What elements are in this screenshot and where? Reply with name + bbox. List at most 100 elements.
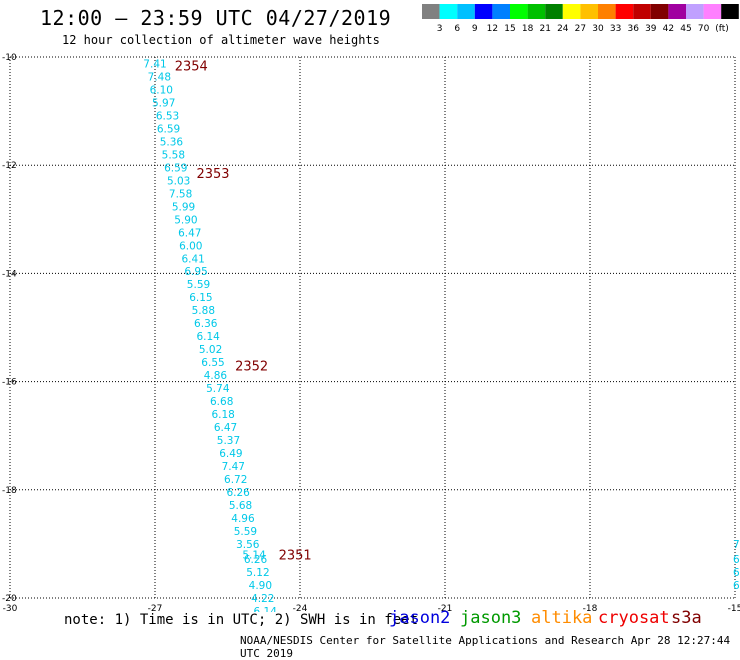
color-swatch [474, 4, 493, 19]
wave-height-value: 5.58 [162, 149, 185, 161]
wave-height-value: 3.56 [236, 539, 260, 551]
wave-height-value: 7.41 [143, 58, 166, 70]
color-swatch [510, 4, 528, 19]
longitude-label: -21 [438, 604, 453, 612]
color-scale-label: 12 [487, 24, 498, 34]
wave-height-value: 5.36 [160, 136, 184, 148]
wave-height-value-edge: 6. [733, 580, 740, 592]
color-scale-label: 30 [592, 24, 604, 34]
latitude-label: -20 [2, 594, 17, 604]
wave-height-value: 5.03 [167, 175, 190, 187]
pass-time-label: 2352 [235, 359, 268, 374]
legend-entry-jason2: jason2 [389, 608, 451, 628]
color-swatch [439, 4, 458, 19]
color-swatch [721, 4, 739, 19]
longitude-label: -15 [728, 604, 740, 612]
color-scale-label: 21 [539, 24, 550, 34]
color-swatch [598, 4, 616, 19]
color-swatch [668, 4, 686, 19]
color-swatch [457, 4, 475, 19]
longitude-label: -24 [293, 604, 308, 612]
wave-height-map: -10 -12 -14 -16 -18 -20-30 -27 -24 -21 -18 -15 7.41… [2, 53, 740, 612]
wave-height-value: 4.86 [204, 370, 228, 382]
wave-height-value: 6.26 [226, 487, 250, 499]
latitude-label: -10 [2, 53, 17, 63]
wave-height-value: 5.14 [242, 550, 266, 562]
wave-height-value: 5.59 [234, 526, 257, 538]
wave-height-value: 7.47 [222, 461, 245, 473]
wave-height-value: 6.47 [178, 227, 201, 239]
color-swatch [527, 4, 546, 19]
wave-height-value: 6.41 [181, 253, 204, 265]
wave-height-value: 6.49 [219, 448, 242, 460]
wave-height-value: 7.58 [169, 188, 192, 200]
color-scale-label: 6 [454, 24, 460, 34]
color-scale-label: 70 [698, 24, 710, 34]
longitude-label: -27 [148, 604, 163, 612]
color-scale-label: 24 [557, 24, 569, 34]
color-scale-label: 27 [575, 24, 586, 34]
latitude-label: -16 [2, 378, 17, 388]
wave-height-value: 5.02 [199, 344, 222, 356]
wave-height-value: 6.10 [150, 84, 173, 96]
color-scale-label: 18 [522, 24, 534, 34]
wave-height-value: 5.59 [187, 279, 210, 291]
color-scale-label: 15 [504, 24, 515, 34]
map-subtitle: 12 hour collection of altimeter wave hei… [62, 33, 380, 47]
legend-entry-s3a: s3a [671, 608, 702, 628]
color-scale-label: 9 [472, 24, 478, 34]
wave-height-value-edge: 7 [733, 539, 740, 551]
color-swatch [615, 4, 634, 19]
wave-height-value: 5.68 [229, 500, 252, 512]
color-scale-label: 3 [437, 24, 443, 34]
color-swatch [686, 4, 704, 19]
wave-height-value: 6.15 [189, 292, 212, 304]
color-scale-label: 45 [680, 24, 691, 34]
wave-height-value: 5.88 [192, 305, 215, 317]
wave-height-value-edge: 6 [733, 554, 740, 566]
color-swatch [703, 4, 722, 19]
wave-height-value: 5.90 [174, 214, 197, 226]
color-swatch [492, 4, 510, 19]
color-scale-unit: (ft) [715, 24, 729, 34]
wave-height-value: 6.26 [244, 554, 268, 566]
wave-height-value: 6.95 [184, 266, 207, 278]
latitude-label: -12 [2, 161, 17, 171]
footer-note: note: 1) Time is in UTC; 2) SWH is in fe… [64, 612, 419, 628]
color-scale-label: 39 [645, 24, 657, 34]
wave-height-value: 5.74 [206, 383, 230, 395]
color-swatch [545, 4, 563, 19]
wave-height-value-edge: 6 [733, 567, 740, 579]
color-scale-label: 42 [663, 24, 674, 34]
wave-height-value: 4.90 [249, 580, 272, 592]
wave-height-value: 6.68 [210, 396, 233, 408]
color-scale-bar: 3 6 9 12 15 18 21 24 27 30 33 36 39 42 45 70 (ft) [422, 4, 739, 34]
color-swatch [650, 4, 669, 19]
color-scale-label: 33 [610, 24, 621, 34]
footer-credit: NOAA/NESDIS Center for Satellite Applica… [240, 634, 731, 660]
legend-entry-cryosat: cryosat [598, 608, 670, 628]
wave-height-value: 6.55 [201, 357, 224, 369]
legend-entry-altika: altika [531, 608, 593, 628]
wave-height-value: 6.53 [156, 110, 179, 122]
latitude-label: -18 [2, 486, 17, 496]
longitude-label: -18 [583, 604, 598, 612]
color-swatch [562, 4, 581, 19]
wave-height-value: 6.36 [194, 318, 218, 330]
latitude-label: -14 [2, 269, 17, 279]
wave-height-value: 5.37 [217, 435, 240, 447]
wave-height-value: 6.14 [196, 331, 220, 343]
wave-height-value: 6.59 [164, 162, 187, 174]
wave-height-value: 6.14 [254, 606, 278, 612]
wave-height-value: 4.22 [251, 593, 274, 605]
pass-time-label: 2351 [279, 549, 312, 564]
color-scale-label: 36 [627, 24, 639, 34]
wave-height-value: 4.96 [231, 513, 255, 525]
wave-height-value: 6.59 [157, 123, 180, 135]
wave-height-value: 5.12 [246, 567, 269, 579]
wave-height-value: 6.18 [211, 409, 234, 421]
map-title: 12:00 – 23:59 UTC 04/27/2019 [40, 6, 392, 30]
wave-height-value: 6.72 [224, 474, 247, 486]
wave-height-value: 5.97 [152, 97, 175, 109]
color-scale: 3 6 9 12 15 18 21 24 27 30 33 36 39 42 45 70 (ft) [422, 4, 740, 38]
